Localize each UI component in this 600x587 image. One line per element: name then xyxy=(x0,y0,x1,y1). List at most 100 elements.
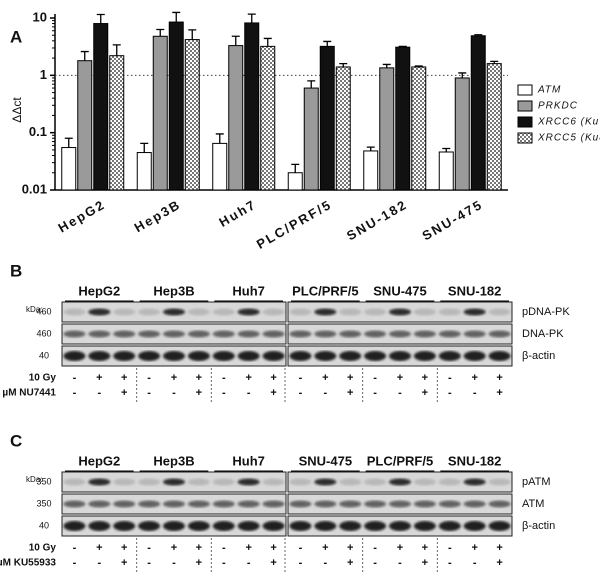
x-tick-label: HepG2 xyxy=(56,197,108,236)
treatment-sign: - xyxy=(222,557,226,569)
treatment-sign: + xyxy=(496,372,502,384)
blot-band xyxy=(63,351,86,361)
treatment-sign: + xyxy=(347,387,353,399)
blot-band xyxy=(413,330,436,338)
bar xyxy=(136,152,152,191)
treatment-sign: + xyxy=(270,372,276,384)
blot-band xyxy=(339,351,362,361)
blot-band xyxy=(389,500,411,508)
treatment-sign: + xyxy=(422,372,428,384)
treatment-sign: - xyxy=(473,557,477,569)
treatment-sign: - xyxy=(323,557,327,569)
cell-line-header: PLC/PRF/5 xyxy=(292,283,358,298)
legend-swatch xyxy=(517,84,533,96)
bar xyxy=(244,22,260,191)
treatment-sign: - xyxy=(299,372,303,384)
blot-band xyxy=(88,500,111,508)
blot-band xyxy=(314,351,337,361)
blot-band xyxy=(63,500,86,508)
bar xyxy=(454,77,470,191)
treatment-sign: - xyxy=(398,557,402,569)
bar xyxy=(77,60,93,191)
blot-band xyxy=(438,521,461,531)
marker-size: 350 xyxy=(36,498,51,508)
blot-band xyxy=(212,351,235,361)
blot-band xyxy=(237,351,260,361)
bar xyxy=(152,35,168,191)
blot-band xyxy=(488,351,511,361)
treatment-sign: + xyxy=(347,372,353,384)
treatment-sign: - xyxy=(448,372,452,384)
blot-band xyxy=(389,351,411,361)
blot-band xyxy=(389,308,411,316)
blot-band xyxy=(113,521,136,531)
panel-label: C xyxy=(10,431,22,450)
bar xyxy=(228,45,244,191)
treatment-sign: + xyxy=(245,372,251,384)
treatment-label: 1 µM NU7441 xyxy=(0,388,56,399)
blot-band xyxy=(438,351,461,361)
blot-band xyxy=(138,521,161,531)
bar xyxy=(486,63,502,191)
blot-band xyxy=(212,500,235,508)
cell-line-header: Hep3B xyxy=(153,453,194,468)
treatment-sign: - xyxy=(448,542,452,554)
treatment-sign: + xyxy=(121,542,127,554)
blot-band xyxy=(212,308,235,316)
treatment-sign: + xyxy=(422,542,428,554)
bar xyxy=(212,142,228,191)
treatment-sign: + xyxy=(496,557,502,569)
blot-band xyxy=(138,351,161,361)
blot-band xyxy=(187,308,210,316)
treatment-sign: + xyxy=(196,387,202,399)
treatment-sign: + xyxy=(96,542,102,554)
cell-line-header: SNU-475 xyxy=(299,453,352,468)
blot-band xyxy=(63,308,86,316)
treatment-sign: + xyxy=(397,372,403,384)
cell-line-header: Hep3B xyxy=(153,283,194,298)
error-bar xyxy=(188,29,197,40)
treatment-sign: - xyxy=(73,557,77,569)
cell-line-header: Huh7 xyxy=(232,453,265,468)
error-bar xyxy=(112,44,121,56)
x-tick-label: PLC/PRF/5 xyxy=(254,197,335,252)
treatment-sign: - xyxy=(172,557,176,569)
treatment-sign: + xyxy=(270,542,276,554)
bar xyxy=(363,150,379,191)
bar xyxy=(438,151,454,191)
blot-band xyxy=(262,351,285,361)
blot-band xyxy=(413,308,436,316)
cell-line-header: Huh7 xyxy=(232,283,265,298)
bar xyxy=(61,147,77,191)
bar xyxy=(184,39,200,191)
treatment-sign: + xyxy=(322,542,328,554)
blot-band xyxy=(389,330,411,338)
error-bar xyxy=(231,35,240,46)
legend-swatch xyxy=(517,100,533,112)
error-bar xyxy=(442,147,451,153)
marker-size: 350 xyxy=(36,476,51,486)
bar xyxy=(303,87,319,191)
blot-band xyxy=(289,351,312,361)
band-label: pDNA-PK xyxy=(522,306,570,318)
marker-size: 40 xyxy=(39,520,49,530)
treatment-sign: + xyxy=(322,372,328,384)
x-tick-label: SNU-475 xyxy=(420,197,486,244)
legend-label: PRKDC xyxy=(538,101,578,112)
cell-line-header: HepG2 xyxy=(78,453,120,468)
blot-band xyxy=(339,500,362,508)
blot-band xyxy=(262,330,285,338)
treatment-sign: + xyxy=(171,372,177,384)
cell-line-header: PLC/PRF/5 xyxy=(367,453,433,468)
bar xyxy=(93,23,109,191)
blot-band xyxy=(187,521,210,531)
legend-label: ATM xyxy=(537,85,561,96)
treatment-label: 10 Gy xyxy=(29,373,57,384)
blot-band xyxy=(413,478,436,486)
treatment-sign: - xyxy=(299,542,303,554)
blot-band xyxy=(488,500,511,508)
band-label: β-actin xyxy=(522,520,555,532)
error-bar xyxy=(307,80,316,89)
blot-band xyxy=(364,478,387,486)
